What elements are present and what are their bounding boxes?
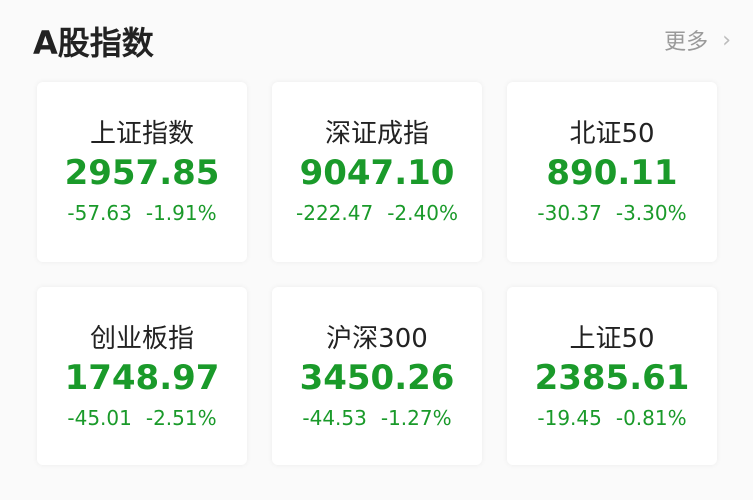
index-name: 上证指数 <box>89 119 194 149</box>
index-grid: 上证指数 2957.85 -57.63 -1.91% 深证成指 9047.10 -2… <box>37 82 717 465</box>
index-change: -222.47 <box>296 201 374 225</box>
index-name: 沪深300 <box>326 324 428 354</box>
section-title: A股指数 <box>33 24 154 62</box>
index-name: 北证50 <box>569 119 655 149</box>
index-percent: -2.40% <box>387 201 458 225</box>
index-change: -45.01 <box>67 406 132 430</box>
index-change: -57.63 <box>67 201 132 225</box>
index-card[interactable]: 创业板指 1748.97 -45.01 -2.51% <box>37 287 247 465</box>
index-percent: -1.91% <box>145 201 217 225</box>
index-card[interactable]: 上证50 2385.61 -19.45 -0.81% <box>507 287 717 465</box>
index-value: 2957.85 <box>64 153 220 193</box>
chevron-right-icon: › <box>722 27 731 53</box>
index-change: -30.37 <box>537 201 602 225</box>
index-name: 深证成指 <box>324 119 429 149</box>
index-card[interactable]: 上证指数 2957.85 -57.63 -1.91% <box>37 82 247 262</box>
more-button[interactable]: 更多 › <box>664 24 731 56</box>
index-value: 1748.97 <box>64 358 220 398</box>
index-value: 890.11 <box>546 153 678 193</box>
index-value: 2385.61 <box>534 358 690 398</box>
index-card[interactable]: 深证成指 9047.10 -222.47 -2.40% <box>272 82 482 262</box>
index-card[interactable]: 北证50 890.11 -30.37 -3.30% <box>507 82 717 262</box>
index-card[interactable]: 沪深300 3450.26 -44.53 -1.27% <box>272 287 482 465</box>
more-label: 更多 <box>664 30 709 55</box>
index-value: 3450.26 <box>299 358 455 398</box>
index-percent: -2.51% <box>145 406 217 430</box>
index-change: -44.53 <box>302 406 367 430</box>
index-change: -19.45 <box>537 406 602 430</box>
index-name: 创业板指 <box>89 324 194 354</box>
index-value: 9047.10 <box>299 153 455 193</box>
index-percent: -1.27% <box>380 406 452 430</box>
index-percent: -3.30% <box>615 201 687 225</box>
index-name: 上证50 <box>569 324 655 354</box>
index-percent: -0.81% <box>615 406 687 430</box>
